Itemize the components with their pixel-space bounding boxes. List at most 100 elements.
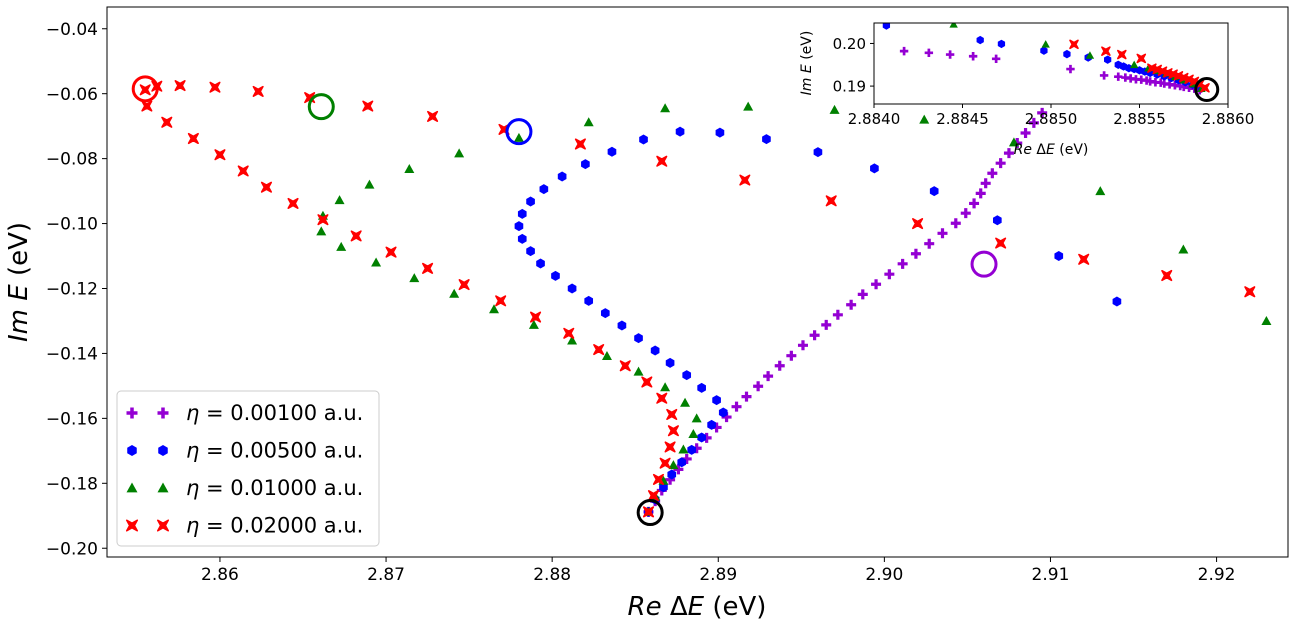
data-point: [1184, 83, 1194, 92]
main-x-tick-label: 2.89: [699, 565, 737, 585]
data-point: [681, 453, 692, 464]
data-point: [650, 345, 660, 356]
main-y-tick-label: −0.10: [46, 215, 98, 235]
legend: η = 0.00100 a.u. η = 0.00500 a.u. η = 0.01…: [116, 390, 380, 547]
data-point: [1136, 53, 1147, 64]
legend-label: η = 0.00100 a.u.: [186, 401, 363, 425]
inset-y-axis-title: Im E (eV): [799, 31, 815, 96]
legend-label: η = 0.00500 a.u.: [186, 439, 363, 463]
data-point: [797, 340, 808, 351]
data-point: [641, 376, 653, 388]
data-point: [563, 327, 575, 339]
data-point: [187, 132, 199, 145]
data-point: [526, 196, 535, 207]
data-point: [1085, 51, 1095, 59]
data-point: [992, 215, 1002, 226]
data-point: [664, 441, 676, 453]
data-point: [584, 295, 594, 306]
data-point: [660, 103, 671, 113]
data-point: [1069, 39, 1079, 50]
inset-x-ticks: 2.8840 2.8845 2.8850 2.8855 2.8860: [848, 104, 1254, 128]
data-point: [991, 54, 1001, 64]
data-point: [731, 401, 742, 412]
data-point: [514, 221, 524, 232]
data-point: [1020, 127, 1031, 138]
data-point: [517, 208, 527, 219]
data-point: [647, 490, 660, 502]
data-point: [711, 422, 722, 433]
data-point: [656, 155, 668, 167]
inset-series: [882, 23, 1210, 95]
legend-entry: η = 0.00500 a.u.: [127, 439, 363, 463]
data-point: [1200, 83, 1210, 93]
data-point: [665, 474, 676, 485]
inset-plot: 2.8840 2.8845 2.8850 2.8855 2.8860 0.200.19 …: [799, 22, 1254, 158]
data-point: [454, 148, 465, 158]
data-point: [673, 464, 684, 475]
legend-marker: [158, 445, 168, 456]
main-x-axis-title: Re ΔE (eV): [628, 592, 767, 622]
data-point: [1126, 74, 1135, 83]
highlight-circle: [636, 499, 664, 527]
data-point: [427, 110, 439, 122]
data-point: [697, 382, 706, 393]
data-point: [975, 188, 986, 199]
main-y-tick-label: −0.06: [46, 85, 98, 105]
legend-marker: [126, 407, 138, 419]
legend-entry: η = 0.02000 a.u.: [125, 514, 363, 538]
data-point: [682, 370, 692, 381]
data-point: [364, 179, 375, 189]
data-point: [1261, 315, 1272, 325]
data-point: [884, 269, 895, 280]
legend-entry: η = 0.00100 a.u.: [126, 401, 363, 425]
data-point: [1121, 73, 1130, 82]
data-point: [857, 289, 868, 300]
data-point: [1137, 75, 1146, 84]
data-point: [924, 238, 935, 249]
data-point: [529, 311, 542, 323]
data-point: [691, 413, 702, 423]
data-point: [697, 432, 706, 443]
main-y-tick-label: −0.08: [46, 150, 98, 170]
inset-x-tick-label: 2.8845: [936, 110, 989, 128]
data-point: [980, 178, 991, 189]
data-point: [1012, 138, 1023, 149]
data-point: [574, 138, 586, 150]
data-point: [976, 35, 984, 45]
data-point: [786, 350, 797, 361]
legend-label: η = 0.01000 a.u.: [186, 476, 363, 500]
data-point: [1178, 244, 1189, 254]
data-point: [526, 246, 535, 257]
data-point: [678, 444, 689, 454]
inset-highlight-circles: [1194, 77, 1220, 103]
data-point: [601, 351, 612, 361]
data-point: [660, 382, 671, 392]
highlight-circle: [1194, 77, 1220, 103]
data-point: [821, 319, 832, 330]
data-point: [141, 100, 153, 112]
data-point: [1041, 40, 1050, 48]
data-point: [995, 158, 1006, 169]
data-point: [260, 181, 273, 193]
main-y-tick-label: −0.04: [46, 20, 98, 40]
data-point: [551, 270, 560, 281]
main-x-tick-label: 2.87: [367, 565, 405, 585]
data-point: [209, 81, 221, 93]
data-point: [489, 304, 500, 314]
data-point: [1054, 251, 1064, 262]
main-y-axis-title: Im E (eV): [4, 222, 34, 342]
data-point: [899, 46, 909, 56]
data-point: [174, 80, 186, 92]
data-point: [910, 248, 921, 259]
main-x-ticks: 2.86 2.87 2.88 2.89 2.90 2.91 2.92: [201, 557, 1236, 585]
data-point: [633, 366, 644, 376]
data-point: [829, 104, 840, 114]
main-series-2: [316, 101, 1272, 516]
data-point: [619, 360, 631, 372]
data-point: [634, 333, 643, 344]
data-point: [924, 48, 934, 58]
inset-plot-background: [874, 23, 1228, 104]
data-point: [1040, 46, 1048, 55]
data-point: [937, 228, 948, 239]
